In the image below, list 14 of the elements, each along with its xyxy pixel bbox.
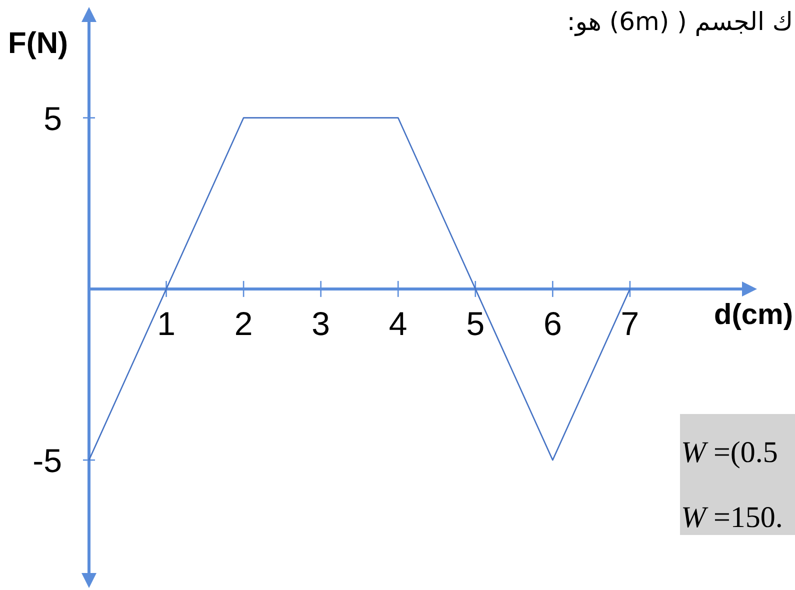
annotation: W =(0.5 — [681, 438, 778, 468]
x-tick-label: 4 — [388, 304, 408, 342]
x-tick-label: 3 — [312, 304, 330, 342]
y-tick-label: -5 — [32, 442, 62, 480]
x-tick-label: 2 — [234, 304, 253, 342]
x-tick-label: 6 — [544, 304, 562, 342]
x-tick-label: 1 — [157, 304, 176, 342]
annotation: W =150. — [681, 503, 783, 533]
x-tick-label: 5 — [466, 304, 485, 342]
y-tick-label: 5 — [44, 100, 62, 137]
annotation: ك الجسم ( (6m) هو: — [566, 7, 793, 37]
x-tick-label: 7 — [620, 304, 640, 342]
y-axis-title: F(N) — [8, 27, 68, 60]
x-axis-title: d(cm) — [714, 298, 793, 331]
